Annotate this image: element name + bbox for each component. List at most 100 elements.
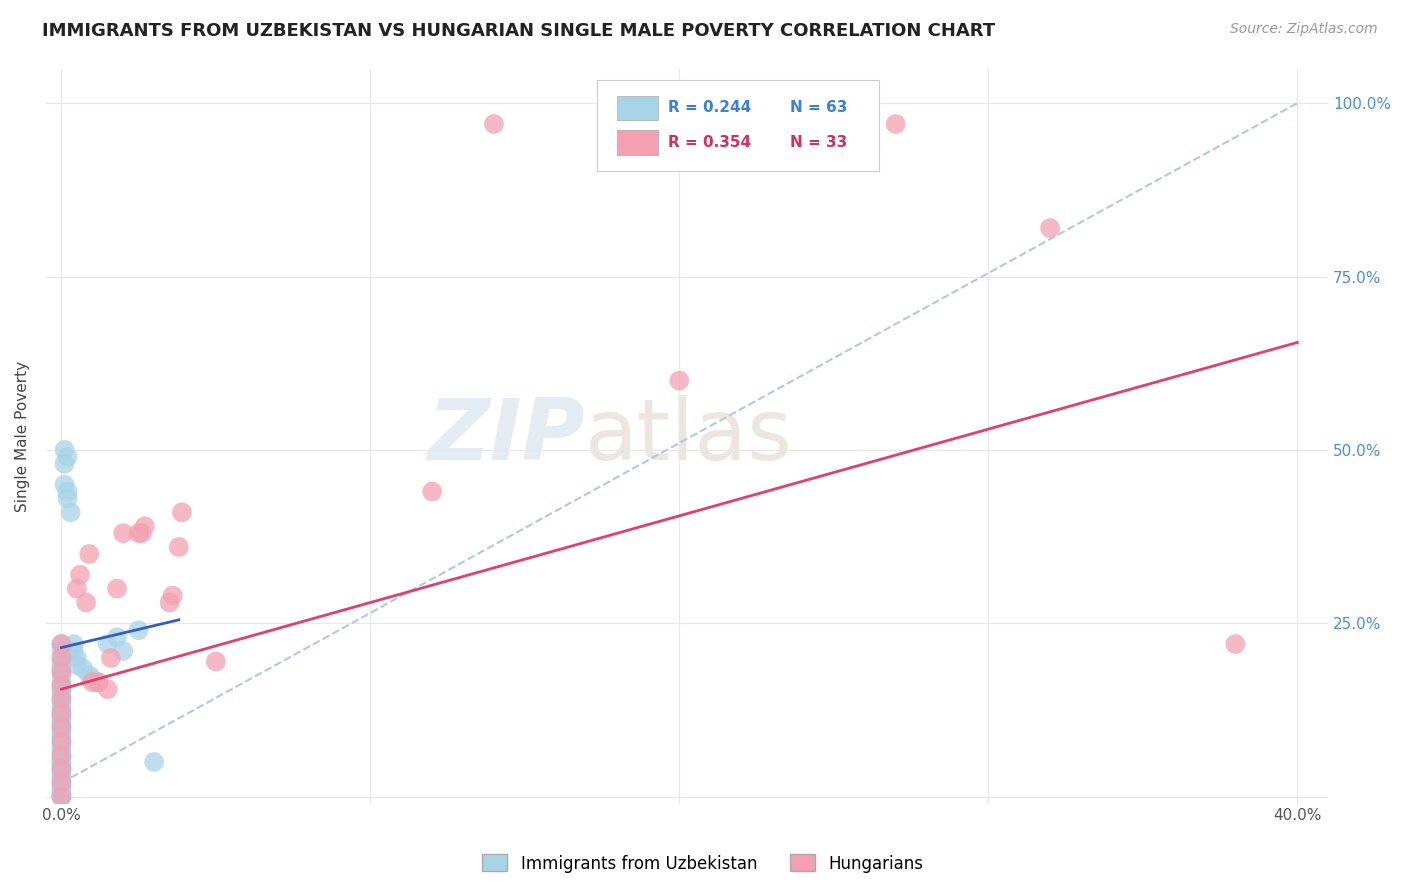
Point: [51, 668, 73, 682]
Point: [51, 682, 73, 697]
Point: [87, 675, 110, 690]
Point: [51, 703, 73, 717]
Point: [59, 505, 82, 519]
Text: atlas: atlas: [585, 394, 793, 477]
Text: N = 63: N = 63: [790, 100, 846, 115]
Point: [82, 672, 104, 686]
Point: [170, 505, 193, 519]
Point: [51, 679, 73, 693]
Text: IMMIGRANTS FROM UZBEKISTAN VS HUNGARIAN SINGLE MALE POVERTY CORRELATION CHART: IMMIGRANTS FROM UZBEKISTAN VS HUNGARIAN …: [42, 22, 995, 40]
Point: [205, 655, 228, 669]
Point: [51, 789, 73, 804]
Point: [77, 668, 100, 682]
Point: [51, 755, 73, 769]
Point: [51, 751, 73, 765]
Point: [51, 706, 73, 721]
Point: [97, 682, 120, 697]
Point: [128, 624, 150, 638]
Point: [56, 484, 79, 499]
Point: [51, 788, 73, 802]
Point: [51, 706, 73, 721]
Point: [56, 491, 79, 506]
Point: [51, 675, 73, 690]
Point: [482, 117, 505, 131]
FancyBboxPatch shape: [617, 130, 658, 154]
Point: [62, 637, 84, 651]
Point: [51, 665, 73, 679]
Point: [51, 772, 73, 787]
Point: [51, 747, 73, 762]
Point: [51, 789, 73, 804]
Point: [51, 720, 73, 734]
Point: [51, 657, 73, 672]
Point: [66, 651, 89, 665]
Point: [66, 657, 89, 672]
Point: [97, 637, 120, 651]
Y-axis label: Single Male Poverty: Single Male Poverty: [15, 360, 30, 512]
Point: [51, 727, 73, 741]
Point: [51, 710, 73, 724]
Point: [51, 637, 73, 651]
Point: [51, 738, 73, 752]
Point: [159, 595, 181, 609]
Point: [82, 675, 104, 690]
Point: [105, 630, 128, 644]
Point: [51, 723, 73, 738]
Point: [1039, 221, 1062, 235]
Point: [51, 745, 73, 759]
Point: [105, 582, 128, 596]
Point: [51, 637, 73, 651]
Point: [51, 734, 73, 748]
Point: [51, 651, 73, 665]
Point: [51, 714, 73, 728]
Point: [134, 519, 156, 533]
Point: [51, 779, 73, 793]
Point: [51, 747, 73, 762]
Point: [51, 762, 73, 776]
Point: [51, 765, 73, 780]
Point: [162, 589, 184, 603]
Point: [72, 661, 94, 675]
Point: [51, 651, 73, 665]
Point: [51, 692, 73, 706]
Point: [128, 526, 150, 541]
FancyBboxPatch shape: [617, 95, 658, 120]
Point: [51, 741, 73, 756]
Point: [1225, 637, 1247, 651]
Point: [66, 582, 89, 596]
Point: [51, 789, 73, 803]
Point: [69, 567, 91, 582]
Point: [51, 699, 73, 714]
Point: [53, 477, 76, 491]
Point: [668, 374, 690, 388]
Point: [51, 665, 73, 679]
Point: [51, 661, 73, 675]
Text: R = 0.354: R = 0.354: [668, 135, 751, 150]
Point: [51, 776, 73, 790]
Text: Source: ZipAtlas.com: Source: ZipAtlas.com: [1230, 22, 1378, 37]
Point: [51, 644, 73, 658]
Point: [53, 442, 76, 457]
Point: [112, 526, 135, 541]
Point: [51, 692, 73, 706]
Text: N = 33: N = 33: [790, 135, 846, 150]
Point: [51, 689, 73, 703]
Point: [51, 769, 73, 783]
Point: [56, 450, 79, 464]
Point: [51, 686, 73, 700]
Point: [131, 526, 153, 541]
Point: [51, 679, 73, 693]
Point: [51, 776, 73, 790]
Point: [51, 786, 73, 800]
Point: [112, 644, 135, 658]
FancyBboxPatch shape: [598, 79, 879, 171]
Text: R = 0.244: R = 0.244: [668, 100, 751, 115]
Legend: Immigrants from Uzbekistan, Hungarians: Immigrants from Uzbekistan, Hungarians: [475, 847, 931, 880]
Point: [884, 117, 907, 131]
Point: [53, 457, 76, 471]
Point: [51, 734, 73, 748]
Point: [87, 675, 110, 690]
Point: [51, 731, 73, 745]
Point: [51, 720, 73, 734]
Point: [167, 540, 190, 554]
